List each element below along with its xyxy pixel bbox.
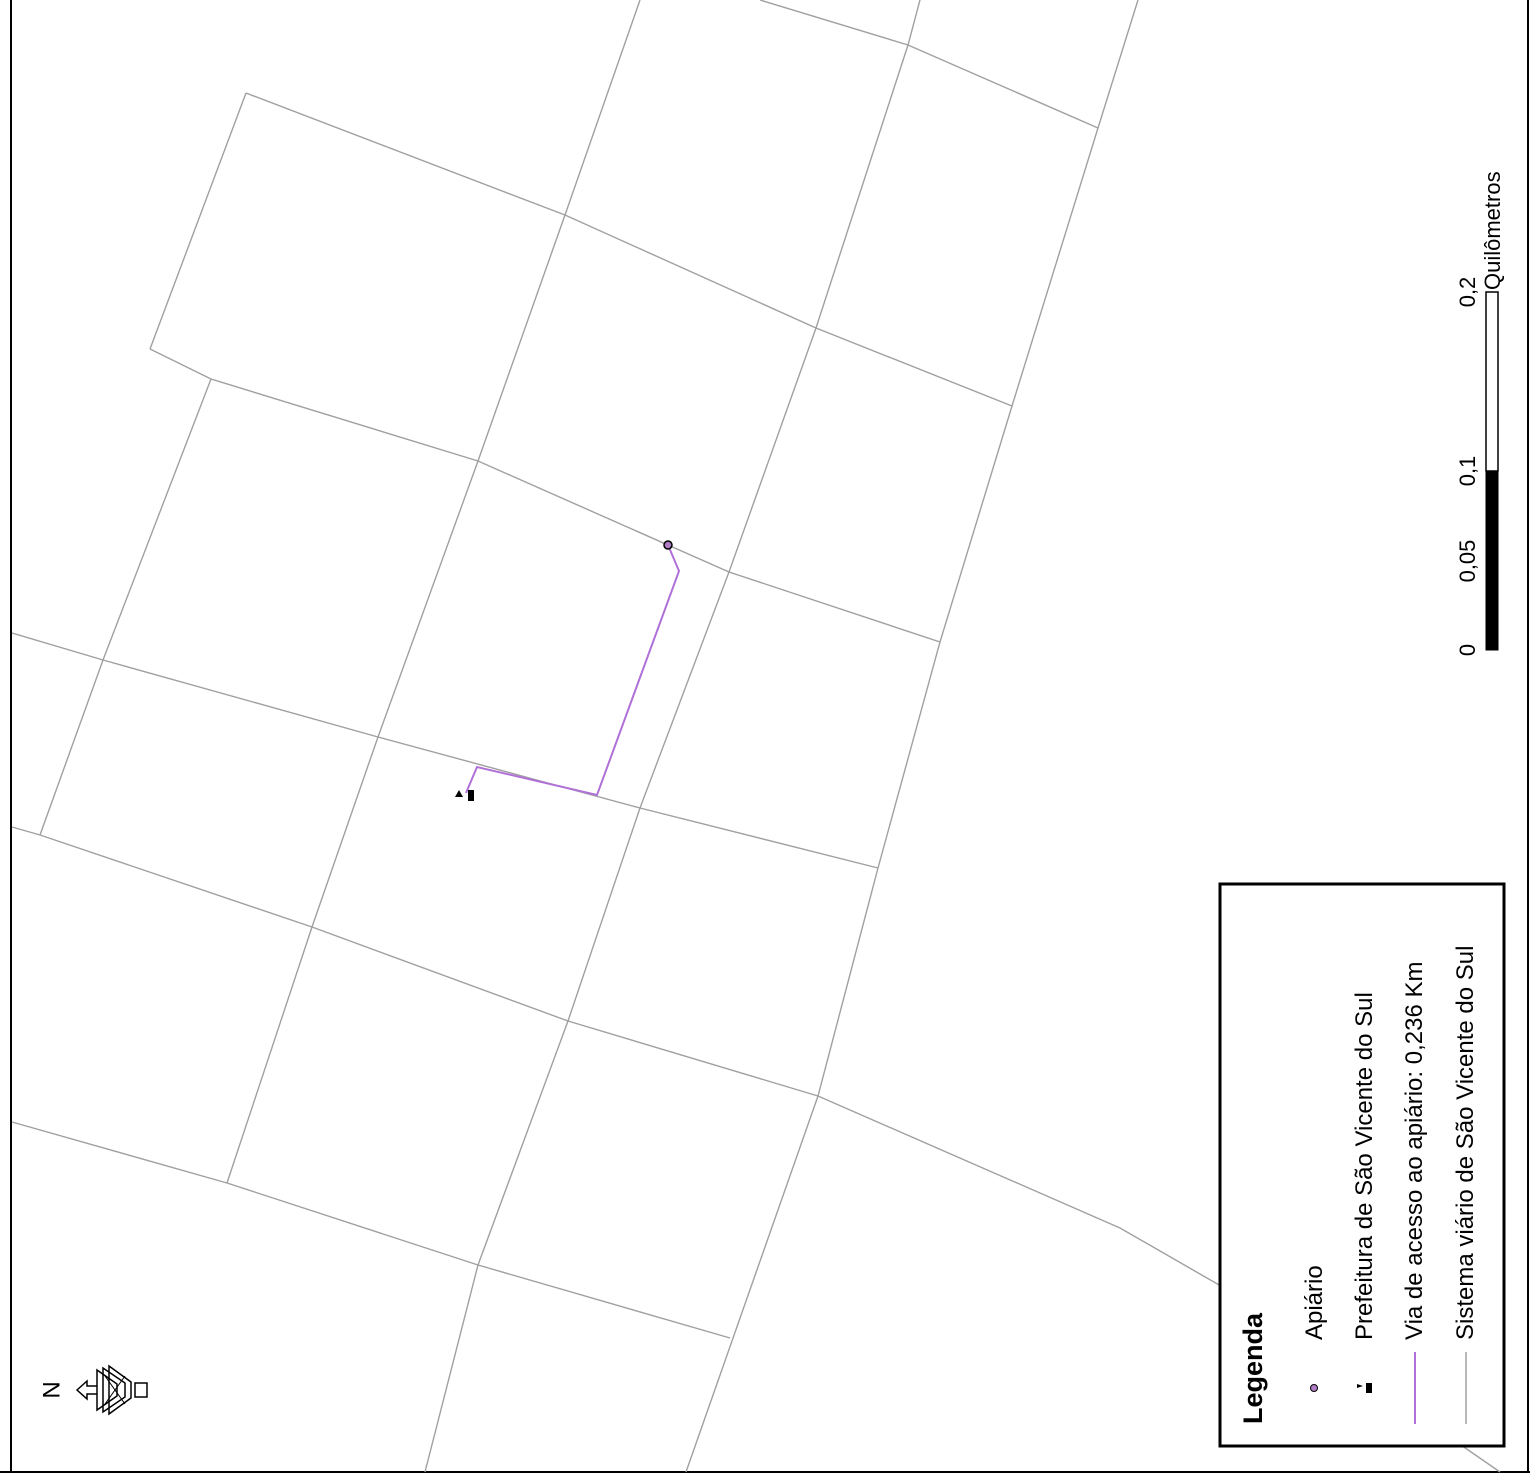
- road: [149, 92, 247, 350]
- road: [149, 348, 941, 643]
- legend-title: Legenda: [1238, 1312, 1268, 1424]
- access-route-line: [465, 544, 681, 797]
- legend-item-apiario: Apiário: [1301, 1265, 1328, 1340]
- apiary-marker: [663, 540, 673, 550]
- road: [759, 0, 1099, 129]
- road: [11, 1121, 731, 1339]
- legend-item-sistema: Sistema viário de São Vicente do Sul: [1452, 946, 1479, 1340]
- legend-apiary-symbol: [1310, 1384, 1318, 1392]
- prefeitura-marker: [455, 790, 474, 801]
- scale-bar-black-segment: [1485, 470, 1499, 651]
- legend-box: [1218, 882, 1506, 1448]
- road: [685, 0, 1139, 1473]
- road: [11, 632, 879, 869]
- road: [226, 0, 641, 1184]
- road: [424, 0, 921, 1473]
- scale-tick-0: 0: [1455, 644, 1480, 656]
- legend-item-prefeitura: Prefeitura de São Vicente do Sul: [1351, 992, 1378, 1340]
- road: [245, 92, 1013, 407]
- scale-tick-005: 0,05: [1455, 540, 1480, 583]
- north-letter: N: [38, 1381, 65, 1398]
- legend: Legenda Apiário Prefeitura de São Vicent…: [1218, 882, 1506, 1448]
- legend-item-via: Via de acesso ao apiário: 0,236 Km: [1401, 962, 1428, 1340]
- scale-bar-white-segment: [1485, 291, 1499, 472]
- scale-bar: 0 0,05 0,1 0,2 Quilômetros: [1455, 171, 1505, 656]
- legend-prefeitura-symbol: [1357, 1383, 1372, 1393]
- scale-tick-02: 0,2: [1455, 277, 1480, 308]
- road: [39, 378, 212, 836]
- scale-unit: Quilômetros: [1480, 171, 1505, 290]
- north-arrow-icon: N: [38, 1364, 148, 1416]
- scale-tick-01: 0,1: [1455, 456, 1480, 487]
